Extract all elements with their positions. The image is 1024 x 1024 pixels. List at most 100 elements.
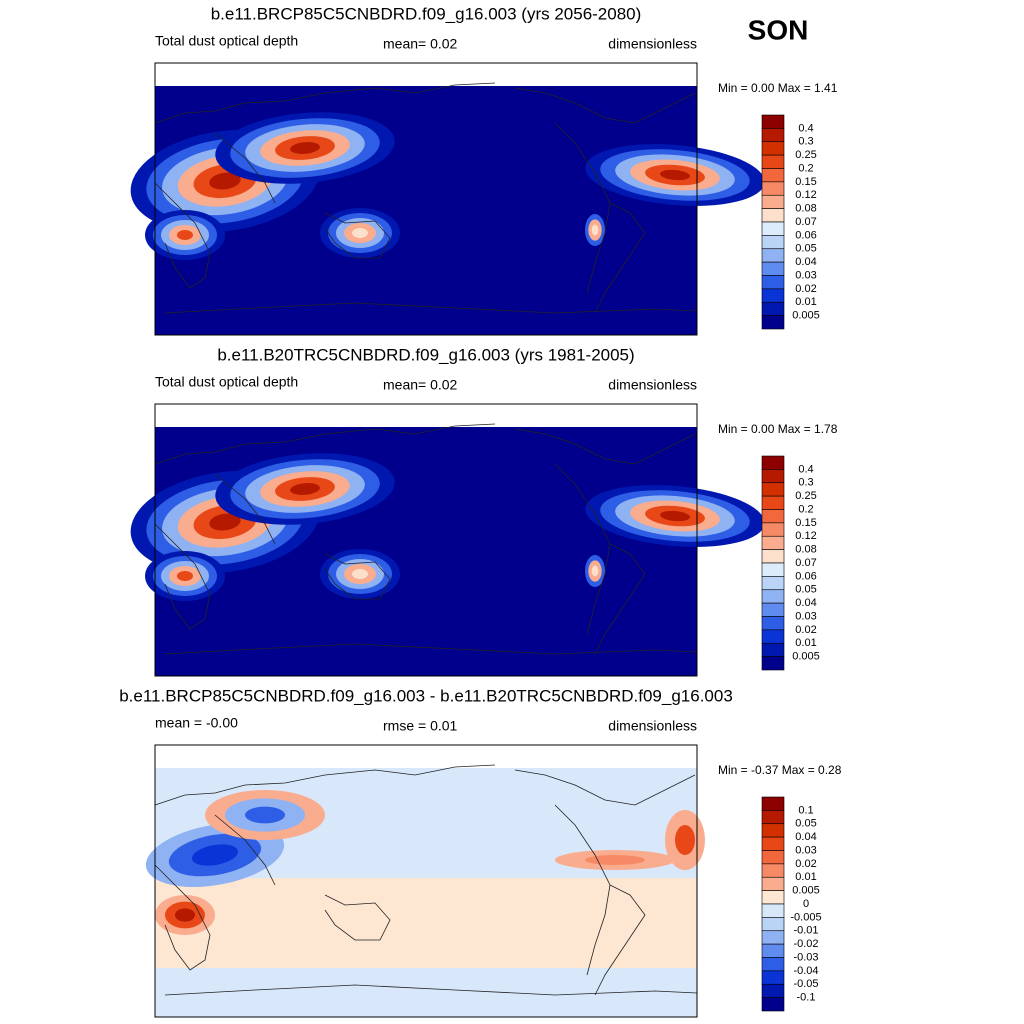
colorbar-box [761, 114, 785, 129]
map-frame [154, 744, 698, 1018]
colorbar-box [761, 549, 785, 564]
colorbar-label: 0.2 [798, 503, 813, 515]
colorbar-box [761, 168, 785, 183]
colorbar-label: 0 [803, 898, 809, 910]
colorbar-box [761, 589, 785, 604]
colorbar-label: -0.01 [793, 925, 818, 937]
field-contour [209, 172, 241, 190]
coastline [154, 523, 211, 630]
colorbar-box [761, 141, 785, 156]
colorbar-label: 0.4 [798, 122, 813, 134]
colorbar-label: 0.03 [795, 269, 816, 281]
colorbar-label: 0.07 [795, 557, 816, 569]
colorbar-label: 0.2 [798, 162, 813, 174]
colorbar-label: 0.4 [798, 463, 813, 475]
field-contour [660, 510, 690, 522]
field-contour [585, 855, 645, 865]
coastline [514, 769, 696, 806]
colorbar-box [761, 930, 785, 945]
colorbar-box [761, 535, 785, 550]
colorbar-label: 0.04 [795, 597, 816, 609]
colorbar-label: 0.25 [795, 149, 816, 161]
colorbar-box [761, 863, 785, 878]
colorbar-label: 0.005 [792, 651, 820, 663]
colorbar-label: 0.02 [795, 624, 816, 636]
colorbar-label: -0.05 [793, 978, 818, 990]
colorbar-label: 0.005 [792, 885, 820, 897]
colorbar-label: 0.01 [795, 871, 816, 883]
colorbar-box [761, 522, 785, 537]
colorbar-box [761, 194, 785, 209]
colorbar-box [761, 943, 785, 958]
field-contour [675, 825, 695, 855]
colorbar-box [761, 810, 785, 825]
colorbar-label: 0.01 [795, 637, 816, 649]
field-contour [352, 228, 368, 238]
colorbar-box [761, 602, 785, 617]
colorbar-label: 0.3 [798, 136, 813, 148]
colorbar-box [761, 917, 785, 932]
colorbar-box [761, 629, 785, 644]
colorbar-box [761, 823, 785, 838]
min-max: Min = 0.00 Max = 1.41 [718, 81, 838, 95]
field-contour [352, 569, 368, 579]
season: SON [748, 14, 809, 45]
field-contour [290, 483, 320, 495]
colorbar-box [761, 642, 785, 657]
coastline [594, 884, 646, 996]
panel-right-label: dimensionless [608, 718, 697, 734]
field-contour [290, 142, 320, 154]
colorbar-box [761, 181, 785, 196]
panel-center-label: mean= 0.02 [383, 36, 458, 52]
map-frame [154, 62, 698, 336]
colorbar-box [761, 248, 785, 263]
colorbar-label: 0.01 [795, 296, 816, 308]
field-contour [209, 513, 241, 531]
colorbar-label: 0.12 [795, 189, 816, 201]
colorbar-label: 0.02 [795, 283, 816, 295]
colorbar-box [761, 275, 785, 290]
field-contour [177, 571, 193, 581]
colorbar-label: 0.02 [795, 858, 816, 870]
coastline [594, 543, 646, 655]
map [130, 62, 765, 336]
colorbar-label: -0.02 [793, 938, 818, 950]
colorbar-box [761, 301, 785, 316]
field-contour [177, 230, 193, 240]
min-max: Min = 0.00 Max = 1.78 [718, 422, 838, 436]
colorbar-label: 0.12 [795, 530, 816, 542]
panel-left-label: mean = -0.00 [155, 715, 238, 731]
coastline [324, 553, 391, 600]
coastline [214, 814, 276, 886]
panel-title: b.e11.BRCP85C5CNBDRD.f09_g16.003 - b.e11… [119, 686, 733, 705]
colorbar-box [761, 656, 785, 671]
colorbar-label: 0.07 [795, 216, 816, 228]
coastline [154, 182, 211, 289]
colorbar-label: 0.04 [795, 831, 816, 843]
field-contour [175, 908, 195, 922]
coastline [154, 764, 496, 806]
colorbar-label: -0.1 [797, 992, 816, 1004]
map [130, 403, 765, 677]
field [155, 968, 697, 1017]
colorbar-box [761, 796, 785, 811]
colorbar-box [761, 482, 785, 497]
panel-right-label: dimensionless [608, 377, 697, 393]
panel-title: b.e11.B20TRC5CNBDRD.f09_g16.003 (yrs 198… [217, 345, 634, 364]
colorbar-box [761, 576, 785, 591]
colorbar-label: 0.05 [795, 818, 816, 830]
colorbar-box [761, 850, 785, 865]
map-frame [154, 403, 698, 677]
coastline [154, 864, 211, 971]
coastline [324, 894, 391, 941]
colorbar-box [761, 235, 785, 250]
field [155, 878, 697, 968]
field-contour [191, 844, 239, 866]
colorbar-label: 0.15 [795, 517, 816, 529]
colorbar-box [761, 261, 785, 276]
colorbar-label: -0.005 [790, 911, 821, 923]
colorbar-box [761, 616, 785, 631]
colorbar-box [761, 315, 785, 330]
colorbar-label: 0.05 [795, 584, 816, 596]
colorbar-box [761, 509, 785, 524]
